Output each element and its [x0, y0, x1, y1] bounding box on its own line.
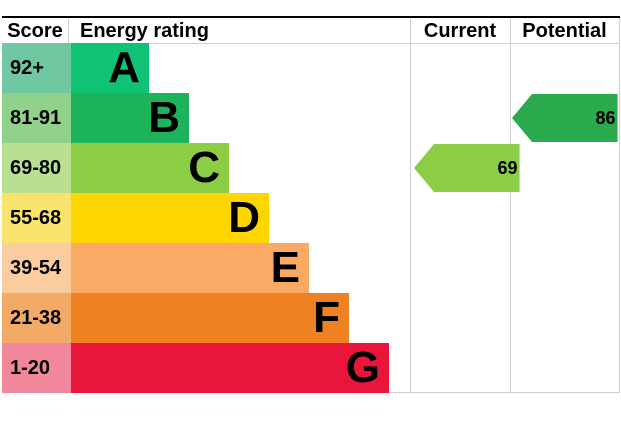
score-range-label: 81-91: [10, 107, 62, 129]
band-letter: B: [148, 93, 180, 142]
current-column-divider: [410, 18, 411, 392]
score-cell: 69-80: [2, 143, 71, 193]
rating-bar: B: [71, 93, 189, 143]
rating-bar: E: [71, 243, 309, 293]
band-letter: E: [270, 243, 300, 292]
potential-column-header: Potential: [522, 20, 607, 42]
table-top-border: [2, 16, 620, 18]
score-range-label: 55-68: [10, 207, 62, 229]
score-range-label: 21-38: [10, 307, 62, 329]
band-letter: G: [345, 343, 380, 392]
current-rating-value: 69: [497, 157, 518, 178]
table-right-border: [619, 18, 620, 392]
rating-bar: D: [71, 193, 269, 243]
header-bottom-border: [2, 43, 620, 44]
score-cell: 55-68: [2, 193, 71, 243]
band-letter: D: [228, 193, 260, 242]
rating-bar: A: [71, 43, 149, 93]
potential-rating-value: 86: [595, 107, 616, 128]
score-cell: 1-20: [2, 343, 71, 393]
score-cell: 81-91: [2, 93, 71, 143]
energy-rating-column-header: Energy rating: [80, 20, 209, 42]
score-column-divider: [68, 18, 69, 43]
current-rating-grade: C: [528, 157, 542, 178]
score-range-label: 1-20: [10, 357, 51, 379]
rating-bar: F: [71, 293, 349, 343]
score-cell: 92+: [2, 43, 71, 93]
band-letter: F: [313, 293, 340, 342]
current-rating-arrow: 69 C: [414, 144, 520, 192]
score-range-label: 92+: [10, 57, 44, 79]
rating-bar: C: [71, 143, 229, 193]
score-column-header: Score: [7, 20, 63, 42]
score-cell: 39-54: [2, 243, 71, 293]
score-cell: 21-38: [2, 293, 71, 343]
band-letter: C: [188, 143, 220, 192]
current-column-header: Current: [423, 20, 497, 42]
score-range-label: 39-54: [10, 257, 62, 279]
band-letter: A: [108, 43, 140, 92]
potential-column-divider: [510, 18, 511, 392]
potential-rating-arrow: 86B: [512, 94, 618, 142]
score-range-label: 69-80: [10, 157, 62, 179]
rating-bar: G: [71, 343, 389, 393]
